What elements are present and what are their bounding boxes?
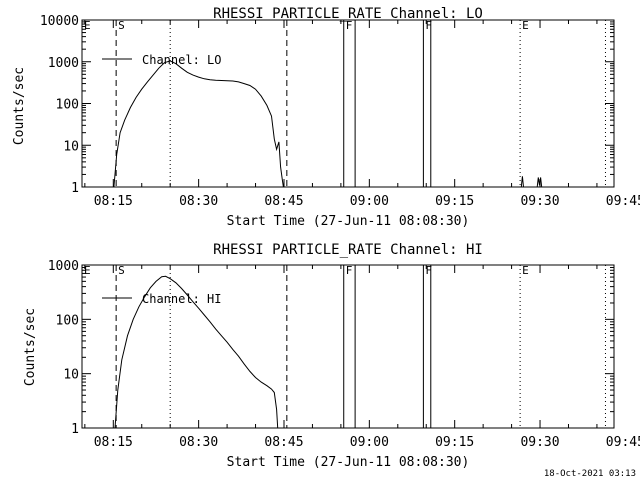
y-tick-label: 1000 — [48, 259, 79, 274]
chart-title-hi: RHESSI PARTICLE_RATE Channel: HI — [213, 242, 483, 258]
marker-label: F — [425, 19, 432, 32]
x-tick-label: 09:30 — [520, 194, 559, 209]
marker-label: E — [84, 264, 91, 277]
legend-lo: Channel: LO — [102, 53, 221, 67]
x-tick-label: 08:15 — [94, 194, 133, 209]
series-line-lo — [113, 60, 284, 188]
marker-label: F — [346, 264, 353, 277]
x-tick-label: 09:00 — [350, 194, 389, 209]
x-tick-label: 08:45 — [264, 194, 303, 209]
y-axis-label-lo: Counts/sec — [12, 67, 27, 145]
x-tick-label: 08:30 — [179, 194, 218, 209]
legend-label-hi: Channel: HI — [142, 292, 221, 306]
axis-ticks-lo — [82, 19, 614, 188]
x-tick-label: 08:45 — [264, 435, 303, 450]
y-tick-label: 10 — [63, 139, 79, 154]
y-tick-labels-lo: 1 10 100 1000 10000 — [40, 14, 79, 196]
x-axis-label-hi: Start Time (27-Jun-11 08:08:30) — [227, 455, 470, 470]
marker-label: S — [118, 19, 125, 32]
y-tick-label: 10 — [63, 368, 79, 383]
x-tick-label: 09:00 — [350, 435, 389, 450]
x-tick-label: 08:15 — [94, 435, 133, 450]
y-tick-label: 100 — [56, 98, 79, 113]
y-tick-label: 10000 — [40, 14, 79, 29]
series-line-lo — [536, 177, 543, 188]
x-axis-label-lo: Start Time (27-Jun-11 08:08:30) — [227, 214, 470, 229]
legend-label-lo: Channel: LO — [142, 53, 221, 67]
y-tick-label: 1 — [71, 181, 79, 196]
x-tick-label: 09:15 — [435, 194, 474, 209]
marker-label: S — [118, 264, 125, 277]
series-lo — [113, 60, 543, 188]
footer-timestamp: 18-Oct-2021 03:13 — [544, 469, 636, 479]
series-line-hi — [114, 275, 279, 429]
marker-label: E — [522, 19, 529, 32]
x-tick-labels-lo: 08:15 08:30 08:45 09:00 09:15 09:30 09:45 — [94, 194, 640, 209]
marker-label: F — [425, 264, 432, 277]
y-tick-labels-hi: 1 10 100 1000 — [48, 259, 79, 437]
marker-label: E — [84, 19, 91, 32]
x-tick-label: 09:30 — [520, 435, 559, 450]
plot-frame-hi — [81, 264, 615, 429]
y-tick-label: 1000 — [48, 56, 79, 71]
x-tick-label: 09:45 — [606, 194, 640, 209]
y-tick-label: 100 — [56, 313, 79, 328]
panel-hi: RHESSI PARTICLE_RATE Channel: HI E S F F E 1… — [23, 242, 640, 470]
x-tick-label: 09:15 — [435, 435, 474, 450]
legend-hi: Channel: HI — [102, 292, 221, 306]
y-tick-label: 1 — [71, 422, 79, 437]
x-tick-labels-hi: 08:15 08:30 08:45 09:00 09:15 09:30 09:45 — [94, 435, 640, 450]
panel-lo: RHESSI PARTICLE_RATE Channel: LO E S F F E 1… — [12, 6, 640, 229]
series-line-lo — [520, 176, 524, 188]
marker-label: E — [522, 264, 529, 277]
chart-title-lo: RHESSI PARTICLE_RATE Channel: LO — [213, 6, 483, 22]
y-axis-label-hi: Counts/sec — [23, 308, 38, 386]
x-tick-label: 08:30 — [179, 435, 218, 450]
series-hi — [114, 275, 279, 429]
x-tick-label: 09:45 — [606, 435, 640, 450]
marker-label: F — [346, 19, 353, 32]
